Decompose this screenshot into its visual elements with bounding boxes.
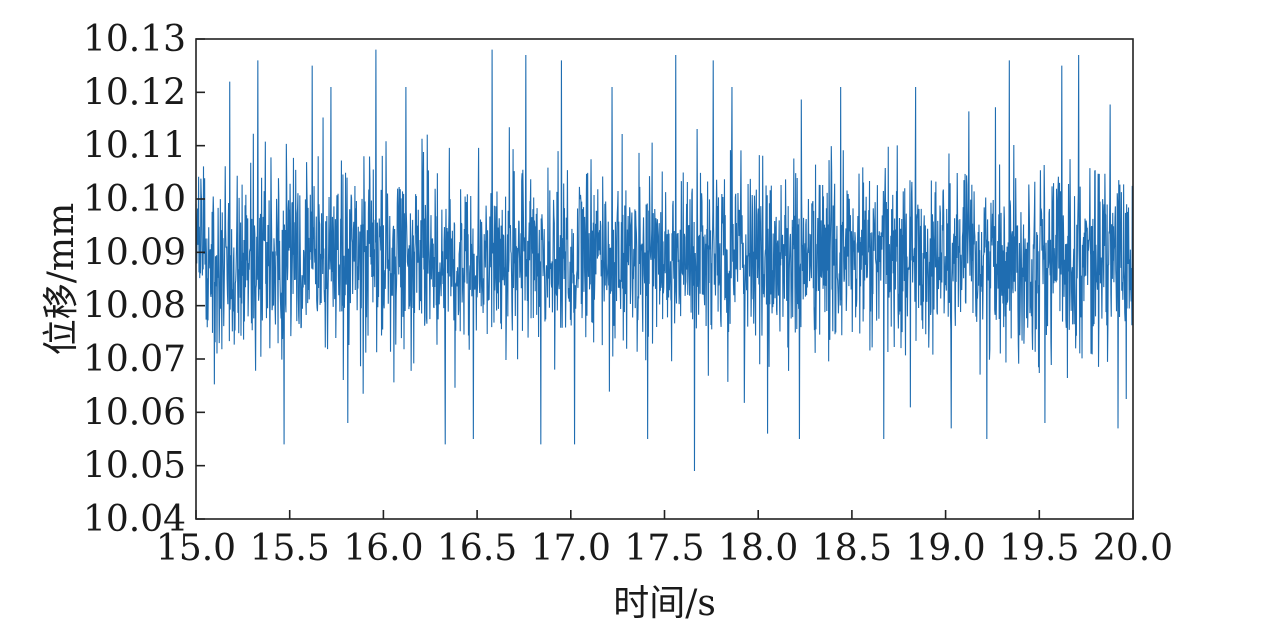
- x-axis-title: 时间/s: [613, 583, 716, 624]
- y-tick-label: 10.11: [83, 126, 186, 167]
- x-tick-label: 19.0: [906, 528, 986, 569]
- x-tick-label: 15.5: [250, 528, 330, 569]
- x-tick-label: 16.0: [343, 528, 423, 569]
- plot-frame: [195, 38, 1134, 520]
- y-tick-labels: 10.04 10.05 10.06 10.07 10.08 10.09 10.10 10.11…: [83, 19, 186, 540]
- x-tick-label: 20.0: [1093, 528, 1173, 569]
- series-layer: [195, 49, 1134, 472]
- x-tick-label: 16.5: [437, 528, 517, 569]
- x-tick-label: 17.0: [531, 528, 611, 569]
- y-axis-title: 位移/mm: [41, 203, 82, 355]
- x-tick-label: 17.5: [624, 528, 704, 569]
- y-tick-label: 10.13: [83, 19, 186, 60]
- y-tick-label: 10.10: [83, 179, 186, 220]
- y-tick-label: 10.07: [83, 339, 186, 380]
- y-tick-label: 10.04: [83, 499, 186, 540]
- y-tick-label: 10.09: [83, 232, 186, 273]
- displacement-series-line: [195, 49, 1134, 472]
- x-tick-label: 15.0: [156, 528, 236, 569]
- x-tick-label: 19.5: [999, 528, 1079, 569]
- x-tick-labels: 15.0 15.5 16.0 16.5 17.0 17.5 18.0 18.5 19.0 19.5…: [156, 528, 1173, 569]
- y-tick-label: 10.05: [83, 446, 186, 487]
- y-tick-label: 10.06: [83, 392, 186, 433]
- x-tick-label: 18.5: [812, 528, 892, 569]
- y-tick-label: 10.12: [83, 72, 186, 113]
- x-tick-label: 18.0: [718, 528, 798, 569]
- y-tick-label: 10.08: [83, 286, 186, 327]
